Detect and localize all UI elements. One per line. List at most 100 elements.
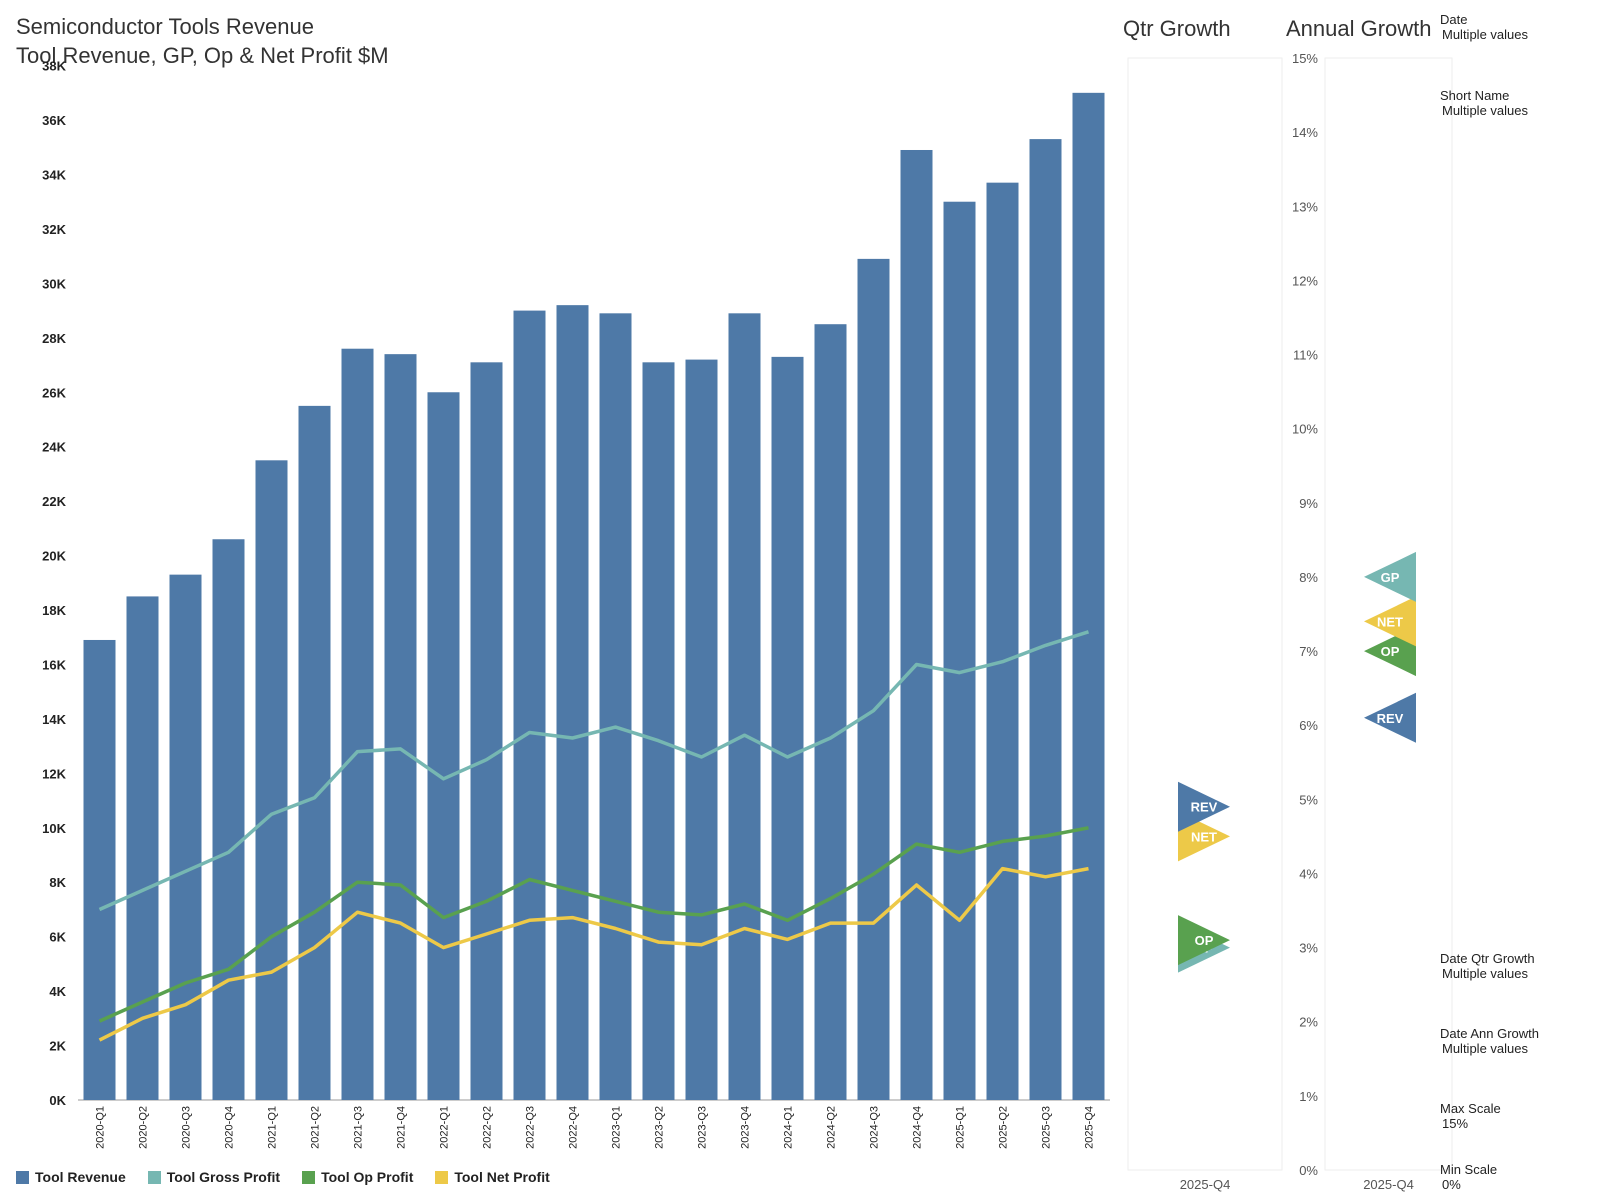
annual-growth-title: Annual Growth [1286,16,1432,41]
x-tick-label: 2024-Q2 [826,1106,838,1149]
x-tick-label: 2023-Q2 [654,1106,666,1149]
revenue-bar [857,258,890,1100]
revenue-bar [728,313,761,1101]
marker-label: REV [1191,800,1218,815]
legend-label: Tool Op Profit [321,1169,414,1185]
series-line-tool-gross-profit [98,630,1090,912]
series-line-tool-op-profit [98,826,1089,1023]
filter-label: Date Ann Growth [1440,1026,1539,1041]
qtr-growth-title: Qtr Growth [1123,16,1231,41]
x-tick-label: 2023-Q3 [697,1106,709,1149]
main-y-axis: 0K 2K 4K 6K 8K 10K 12K 14K 16K 18K 20K 22K 24K 26K 28K… [42,59,1110,1108]
revenue-bar [427,392,460,1100]
marker-label: NET [1191,829,1217,844]
legend-label: Tool Revenue [35,1169,126,1185]
legend-item-gross-profit[interactable]: Tool Gross Profit [147,1167,280,1187]
revenue-bars [83,92,1105,1101]
revenue-bar [986,182,1019,1101]
qtr-growth-panel: 2025-Q4GPOPNETREV [1127,57,1283,1192]
filter-value: 15% [1442,1116,1469,1131]
x-tick-label: 2021-Q4 [396,1106,408,1149]
revenue-bar [943,201,976,1100]
filter-label: Date Qtr Growth [1440,951,1535,966]
y-tick-label: 38K [42,59,66,74]
x-tick-label: 2020-Q3 [181,1106,193,1149]
x-tick-label: 2020-Q1 [95,1106,107,1149]
x-tick-label: 2025-Q2 [998,1106,1010,1149]
revenue-bar [1029,139,1062,1100]
marker-label: OP [1381,644,1400,659]
marker-label: NET [1377,614,1403,629]
revenue-bar [599,313,632,1101]
y-tick-label: 18K [42,603,66,618]
filter-value: 0% [1442,1177,1461,1192]
y-tick-label: 24K [42,440,66,455]
x-category-label: 2025-Q4 [1180,1177,1231,1192]
filter-date[interactable]: Date Multiple values [1440,12,1528,42]
filter-short-name[interactable]: Short Name Multiple values [1440,88,1528,118]
y-tick-label: 22K [42,494,66,509]
legend-item-revenue[interactable]: Tool Revenue [16,1167,126,1187]
pane-frame [1127,57,1283,1171]
filter-max-scale[interactable]: Max Scale 15% [1440,1101,1501,1131]
marker-label: REV [1377,711,1404,726]
ann-y-tick-label: 2% [1299,1015,1318,1030]
y-tick-label: 10K [42,821,66,836]
ann-y-tick-label: 8% [1299,570,1318,585]
x-tick-label: 2023-Q4 [740,1106,752,1149]
x-tick-label: 2021-Q1 [267,1106,279,1149]
ann-y-tick-label: 1% [1299,1089,1318,1104]
ann-y-tick-label: 6% [1299,718,1318,733]
marker-shape [1364,551,1416,602]
ann-y-tick-label: 12% [1292,273,1318,288]
x-tick-label: 2021-Q3 [353,1106,365,1149]
legend-swatch [16,1170,29,1184]
revenue-bar [470,362,503,1100]
revenue-bar [1072,92,1105,1100]
revenue-bar [341,348,374,1100]
filter-value: Multiple values [1442,27,1528,42]
filter-value: Multiple values [1442,966,1528,981]
revenue-bar [556,305,589,1100]
marker-label: GP [1381,570,1400,585]
y-tick-label: 14K [42,712,66,727]
annual-growth-panel: 0% 1% 2% 3% 4% 5% 6% 7% 8% 9% 10% 11% 12% 13% 14% 15% 20… [1292,51,1453,1192]
filter-date-qtr-growth[interactable]: Date Qtr Growth Multiple values [1440,951,1535,981]
revenue-bar [771,356,804,1100]
revenue-bar [814,324,847,1101]
x-tick-label: 2023-Q1 [611,1106,623,1149]
y-tick-label: 4K [49,984,66,999]
legend-item-op-profit[interactable]: Tool Op Profit [302,1167,413,1187]
revenue-bar [900,149,933,1100]
filter-value: Multiple values [1442,1041,1528,1056]
revenue-bar [83,639,116,1100]
legend-item-net-profit[interactable]: Tool Net Profit [435,1167,550,1187]
marker-shape [1178,915,1230,966]
x-tick-label: 2024-Q1 [783,1106,795,1149]
revenue-bar [255,460,288,1101]
profit-lines [98,630,1090,1042]
ann-y-tick-label: 13% [1292,199,1318,214]
filter-min-scale[interactable]: Min Scale 0% [1440,1162,1497,1192]
ann-y-tick-label: 3% [1299,941,1318,956]
growth-marker-rev: REV [1178,781,1230,832]
legend-swatch [147,1170,161,1184]
ann-y-tick-label: 7% [1299,644,1318,659]
filter-date-ann-growth[interactable]: Date Ann Growth Multiple values [1440,1026,1539,1056]
x-tick-label: 2020-Q2 [138,1106,150,1149]
revenue-bar [298,405,331,1100]
x-tick-label: 2024-Q4 [912,1106,924,1149]
x-tick-label: 2020-Q4 [224,1106,236,1149]
ann-y-tick-label: 11% [1293,348,1318,363]
y-tick-label: 30K [42,276,66,291]
y-tick-label: 20K [42,549,66,564]
y-tick-label: 2K [49,1039,66,1054]
ann-y-tick-label: 9% [1299,496,1318,511]
ann-y-tick-label: 10% [1292,422,1318,437]
y-tick-label: 34K [42,167,66,182]
growth-marker-rev: REV [1364,692,1416,743]
x-tick-label: 2025-Q3 [1041,1106,1053,1149]
marker-shape [1364,692,1416,743]
x-category-label: 2025-Q4 [1363,1177,1414,1192]
